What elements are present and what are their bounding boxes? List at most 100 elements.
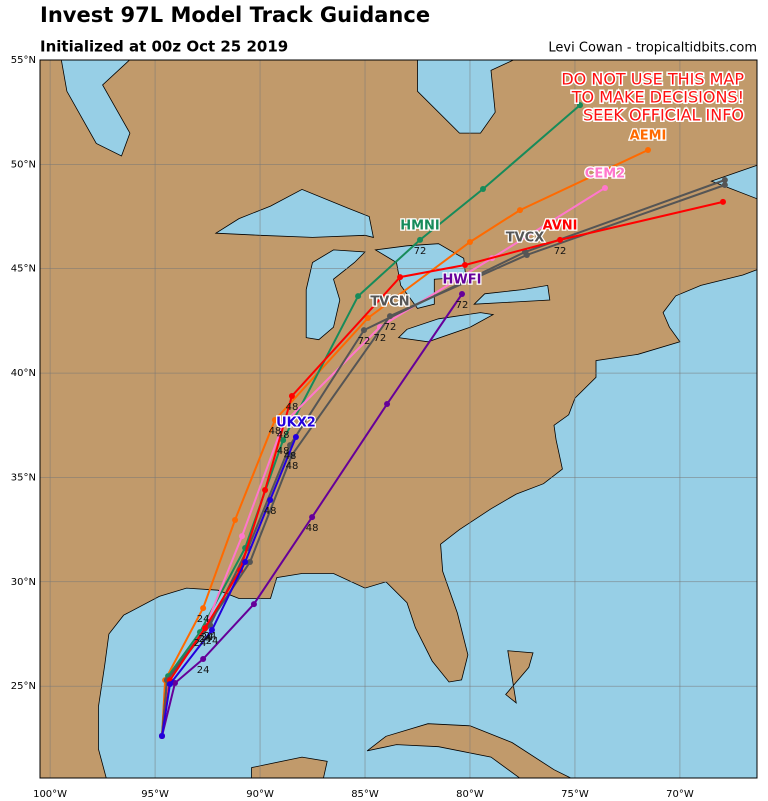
track-point xyxy=(238,533,245,540)
track-point xyxy=(397,274,404,281)
warning-text: DO NOT USE THIS MAP xyxy=(561,70,744,89)
track-point xyxy=(267,496,274,503)
hour-label: 24 xyxy=(201,632,214,643)
track-point xyxy=(232,517,239,524)
track-point xyxy=(280,437,287,444)
lat-tick-label: 30°N xyxy=(11,577,36,588)
track-point xyxy=(360,327,367,334)
lon-tick-label: 75°W xyxy=(561,789,589,800)
track-point xyxy=(577,102,584,109)
track-point xyxy=(202,625,209,632)
track-point xyxy=(355,293,362,300)
warning-text: TO MAKE DECISIONS! xyxy=(571,88,744,107)
map-area: 24 48 AEMI 24 48 72 HMNI 24 48 72 CEM2 24 48 72 TVCX 24… xyxy=(40,60,757,778)
hour-label: 24 xyxy=(197,614,210,625)
track-point xyxy=(200,605,207,612)
hour-label: 72 xyxy=(414,246,427,257)
land xyxy=(251,756,328,778)
frame xyxy=(39,59,758,779)
track-point xyxy=(200,656,207,663)
lat-tick-label: 35°N xyxy=(11,472,36,483)
title: Invest 97L Model Track Guidance xyxy=(40,3,430,27)
model-label: TVCX xyxy=(506,231,545,246)
track-line xyxy=(161,184,726,737)
hour-label: 48 xyxy=(269,426,282,437)
hour-label: 24 xyxy=(197,665,210,676)
model-label: CEM2 xyxy=(585,166,625,181)
hour-label: 24 xyxy=(204,631,217,642)
lon-tick-label: 90°W xyxy=(246,789,274,800)
hour-label: 72 xyxy=(554,246,567,257)
lon-tick-label: 85°W xyxy=(351,789,379,800)
track-point xyxy=(288,393,295,400)
track-point xyxy=(364,314,371,321)
lake xyxy=(417,60,515,134)
model-label: AVNI xyxy=(543,218,578,233)
track-point xyxy=(166,681,173,688)
lon-tick-label: 100°W xyxy=(33,789,67,800)
track-point xyxy=(386,313,393,320)
lat-tick-label: 55°N xyxy=(11,55,36,66)
hour-label: 48 xyxy=(284,451,297,462)
warning-text: SEEK OFFICIAL INFO xyxy=(583,106,744,125)
model-label: TVCN xyxy=(370,295,409,310)
track-line xyxy=(161,436,297,737)
hour-label: 72 xyxy=(358,336,371,347)
track-point xyxy=(158,733,165,740)
hour-label: 24 xyxy=(206,636,219,647)
track-point xyxy=(309,514,316,521)
track-point xyxy=(721,182,728,189)
track-point xyxy=(557,236,564,243)
lake xyxy=(60,60,131,157)
hour-label: 24 xyxy=(194,638,207,649)
track-point xyxy=(292,433,299,440)
hour-label: 48 xyxy=(277,430,290,441)
track-point xyxy=(208,627,215,634)
lon-tick-label: 80°W xyxy=(456,789,484,800)
lake xyxy=(397,312,495,343)
track-point xyxy=(461,261,468,268)
track-point xyxy=(645,146,652,153)
track-point xyxy=(288,452,295,459)
track-point xyxy=(516,207,523,214)
hour-label: 72 xyxy=(456,300,469,311)
subtitle: Initialized at 00z Oct 25 2019 xyxy=(40,38,288,56)
lake xyxy=(473,284,551,305)
hour-label: 48 xyxy=(286,461,299,472)
model-label: HWFI xyxy=(443,272,482,287)
track-point xyxy=(719,198,726,205)
lat-tick-label: 50°N xyxy=(11,159,36,170)
hour-label: 24 xyxy=(199,634,212,645)
track-point xyxy=(172,680,179,687)
model-label: UKX2 xyxy=(276,415,316,430)
hour-label: 48 xyxy=(286,402,299,413)
track-point xyxy=(250,601,257,608)
track-point xyxy=(271,417,278,424)
track-point xyxy=(466,239,473,246)
track-point xyxy=(384,400,391,407)
track-point xyxy=(262,486,269,493)
land xyxy=(505,650,534,704)
track-line xyxy=(161,200,724,737)
track-point xyxy=(480,185,487,192)
track-point xyxy=(721,177,728,184)
track-point xyxy=(246,558,253,565)
track-point xyxy=(523,251,530,258)
credit: Levi Cowan - tropicaltidbits.com xyxy=(548,41,757,56)
hour-label: 48 xyxy=(277,446,290,457)
track-point xyxy=(242,558,249,565)
lat-tick-label: 25°N xyxy=(11,681,36,692)
model-label: HMNI xyxy=(400,218,440,233)
hour-label: 72 xyxy=(374,333,387,344)
track-point xyxy=(417,236,424,243)
land xyxy=(40,60,757,778)
lat-tick-label: 45°N xyxy=(11,264,36,275)
lake xyxy=(305,249,366,341)
lat-tick-label: 40°N xyxy=(11,368,36,379)
hour-label: 48 xyxy=(264,506,277,517)
hour-label: 48 xyxy=(306,523,319,534)
lon-tick-label: 95°W xyxy=(141,789,169,800)
model-label: AEMI xyxy=(630,128,667,143)
hour-label: 72 xyxy=(384,322,397,333)
